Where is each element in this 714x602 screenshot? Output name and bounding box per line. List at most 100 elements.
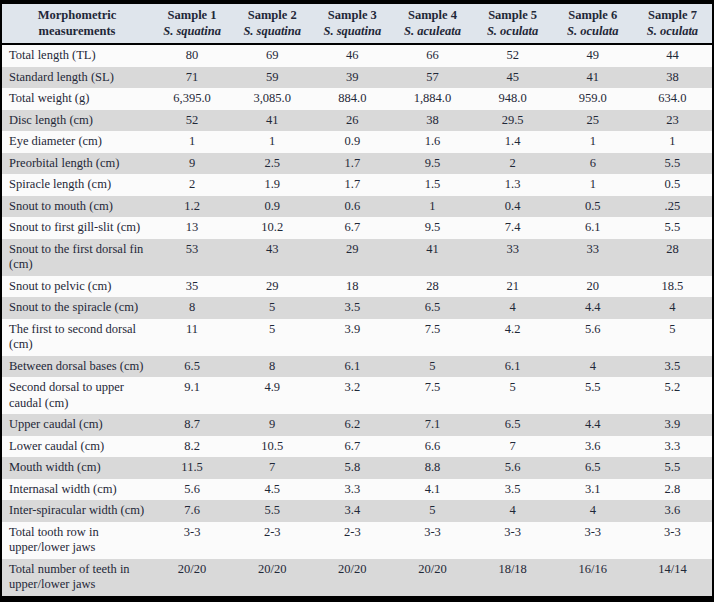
sample-label: Sample 1 bbox=[154, 8, 230, 24]
cell-value: 3-3 bbox=[473, 522, 553, 559]
column-header-sample-1: Sample 1S. squatina bbox=[152, 2, 232, 44]
cell-value: 948.0 bbox=[473, 88, 553, 110]
cell-value: 2 bbox=[152, 174, 232, 196]
species-label: S. oculata bbox=[555, 24, 631, 40]
table-row: Total weight (g)6,395.03,085.0884.01,884… bbox=[1, 88, 713, 110]
cell-value: 6.5 bbox=[152, 356, 232, 378]
cell-value: 5.5 bbox=[633, 153, 713, 175]
cell-value: 3.5 bbox=[312, 297, 392, 319]
cell-value: 23 bbox=[633, 110, 713, 132]
table-row: Lower caudal (cm)8.210.56.76.673.63.3 bbox=[1, 436, 713, 458]
cell-value: 8.7 bbox=[152, 414, 232, 436]
cell-value: 3.3 bbox=[312, 479, 392, 501]
row-label: Eye diameter (cm) bbox=[1, 131, 152, 153]
cell-value: 1 bbox=[633, 131, 713, 153]
cell-value: 41 bbox=[553, 67, 633, 89]
cell-value: 38 bbox=[633, 67, 713, 89]
cell-value: 959.0 bbox=[553, 88, 633, 110]
cell-value: 28 bbox=[392, 276, 472, 298]
cell-value: 6 bbox=[553, 153, 633, 175]
cell-value: 7.1 bbox=[392, 414, 472, 436]
cell-value: 29 bbox=[312, 239, 392, 276]
cell-value: 6,395.0 bbox=[152, 88, 232, 110]
cell-value: 26 bbox=[312, 110, 392, 132]
cell-value: 3.4 bbox=[312, 500, 392, 522]
cell-value: 4.1 bbox=[392, 479, 472, 501]
cell-value: 69 bbox=[232, 44, 312, 67]
cell-value: 38 bbox=[392, 110, 472, 132]
cell-value: 13 bbox=[152, 217, 232, 239]
species-label: S. squatina bbox=[314, 24, 390, 40]
cell-value: 1.2 bbox=[152, 196, 232, 218]
cell-value: 44 bbox=[633, 44, 713, 67]
cell-value: 10.2 bbox=[232, 217, 312, 239]
cell-value: 5 bbox=[392, 356, 472, 378]
cell-value: 45 bbox=[473, 67, 553, 89]
row-label: Between dorsal bases (cm) bbox=[1, 356, 152, 378]
cell-value: 3-3 bbox=[553, 522, 633, 559]
cell-value: 5.6 bbox=[473, 457, 553, 479]
cell-value: 3.9 bbox=[312, 319, 392, 356]
cell-value: 18.5 bbox=[633, 276, 713, 298]
table-row: Second dorsal to upper caudal (cm)9.14.9… bbox=[1, 377, 713, 414]
cell-value: 3-3 bbox=[392, 522, 472, 559]
cell-value: 18 bbox=[312, 276, 392, 298]
cell-value: 5 bbox=[392, 500, 472, 522]
cell-value: 66 bbox=[392, 44, 472, 67]
cell-value: 25 bbox=[553, 110, 633, 132]
cell-value: 5 bbox=[473, 377, 553, 414]
cell-value: 29.5 bbox=[473, 110, 553, 132]
cell-value: 2.5 bbox=[232, 153, 312, 175]
cell-value: 4.5 bbox=[232, 479, 312, 501]
cell-value: 4 bbox=[633, 297, 713, 319]
cell-value: 1.7 bbox=[312, 153, 392, 175]
cell-value: 29 bbox=[232, 276, 312, 298]
cell-value: 28 bbox=[633, 239, 713, 276]
cell-value: 2-3 bbox=[232, 522, 312, 559]
table-row: Upper caudal (cm)8.796.27.16.54.43.9 bbox=[1, 414, 713, 436]
cell-value: 43 bbox=[232, 239, 312, 276]
table-body: Total length (TL)80694666524944Standard … bbox=[1, 44, 713, 599]
cell-value: 41 bbox=[392, 239, 472, 276]
table-row: Total length (TL)80694666524944 bbox=[1, 44, 713, 67]
cell-value: 5.6 bbox=[152, 479, 232, 501]
sample-label: Sample 7 bbox=[635, 8, 710, 24]
table-row: Standard length (SL)71593957454138 bbox=[1, 67, 713, 89]
cell-value: 1.5 bbox=[392, 174, 472, 196]
cell-value: 18/18 bbox=[473, 559, 553, 599]
table-row: Internasal width (cm)5.64.53.34.13.53.12… bbox=[1, 479, 713, 501]
row-label: Lower caudal (cm) bbox=[1, 436, 152, 458]
cell-value: 5 bbox=[633, 319, 713, 356]
cell-value: 0.5 bbox=[633, 174, 713, 196]
row-label: Disc length (cm) bbox=[1, 110, 152, 132]
table-row: Snout to mouth (cm)1.20.90.610.40.5.25 bbox=[1, 196, 713, 218]
cell-value: 3.9 bbox=[633, 414, 713, 436]
cell-value: 7 bbox=[473, 436, 553, 458]
cell-value: 0.4 bbox=[473, 196, 553, 218]
cell-value: .25 bbox=[633, 196, 713, 218]
species-label: S. squatina bbox=[234, 24, 310, 40]
cell-value: 1 bbox=[553, 131, 633, 153]
cell-value: 1 bbox=[392, 196, 472, 218]
column-header-sample-5: Sample 5S. oculata bbox=[473, 2, 553, 44]
cell-value: 1.4 bbox=[473, 131, 553, 153]
cell-value: 4.4 bbox=[553, 297, 633, 319]
cell-value: 6.5 bbox=[473, 414, 553, 436]
cell-value: 3.5 bbox=[473, 479, 553, 501]
row-label: Snout to first gill-slit (cm) bbox=[1, 217, 152, 239]
cell-value: 4 bbox=[553, 356, 633, 378]
cell-value: 9 bbox=[232, 414, 312, 436]
cell-value: 46 bbox=[312, 44, 392, 67]
cell-value: 20/20 bbox=[392, 559, 472, 599]
morphometric-table: Morphometric measurements Sample 1S. squ… bbox=[0, 0, 714, 602]
cell-value: 4 bbox=[473, 297, 553, 319]
cell-value: 7.5 bbox=[392, 319, 472, 356]
cell-value: 6.5 bbox=[553, 457, 633, 479]
cell-value: 3.2 bbox=[312, 377, 392, 414]
cell-value: 3,085.0 bbox=[232, 88, 312, 110]
sample-label: Sample 2 bbox=[234, 8, 310, 24]
cell-value: 7.4 bbox=[473, 217, 553, 239]
row-label: Snout to the spiracle (cm) bbox=[1, 297, 152, 319]
cell-value: 2 bbox=[473, 153, 553, 175]
cell-value: 5 bbox=[232, 319, 312, 356]
